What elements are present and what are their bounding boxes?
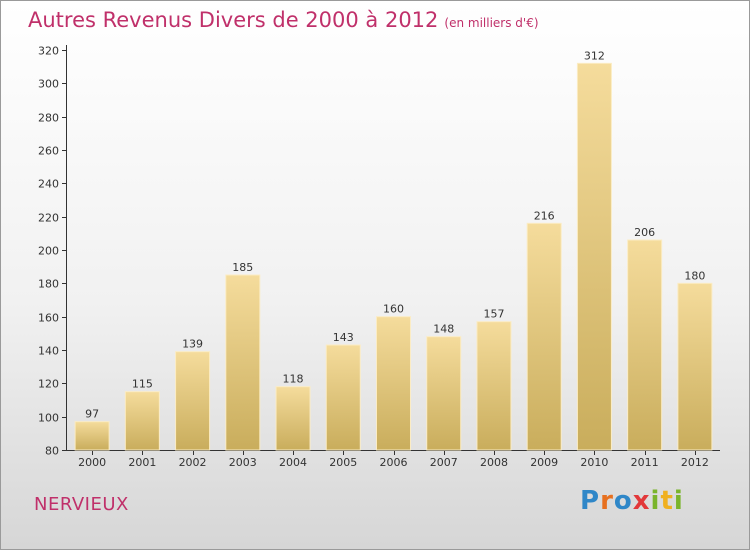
data-label-2001: 115 xyxy=(132,378,153,391)
data-label-2004: 118 xyxy=(283,373,304,386)
bar-2002 xyxy=(175,351,211,451)
bar-2004 xyxy=(275,386,311,451)
bar-2009 xyxy=(526,222,562,451)
y-tick-label: 260 xyxy=(38,145,59,158)
bar-2000 xyxy=(74,421,110,451)
bar-2011 xyxy=(627,239,663,451)
chart-title-text: Autres Revenus Divers de 2000 à 2012 xyxy=(28,8,439,32)
logo-letter: i xyxy=(673,486,684,516)
y-tick-label: 320 xyxy=(38,45,59,58)
bar-2001 xyxy=(124,391,160,451)
data-label-2008: 157 xyxy=(483,308,504,321)
data-label-2002: 139 xyxy=(182,338,203,351)
x-tick-label-2002: 2002 xyxy=(179,456,207,469)
bar-2007 xyxy=(426,336,462,451)
y-tick-label: 160 xyxy=(38,312,59,325)
y-tick-label: 240 xyxy=(38,178,59,191)
bar-2006 xyxy=(376,316,411,451)
bar-2012 xyxy=(677,282,713,451)
y-tick-label: 220 xyxy=(38,212,59,225)
logo-letter: P xyxy=(580,486,601,516)
data-label-2005: 143 xyxy=(333,331,354,344)
bar-2003 xyxy=(225,274,261,451)
y-tick-label: 140 xyxy=(38,345,59,358)
y-tick-label: 280 xyxy=(38,112,59,125)
bar-2005 xyxy=(325,344,361,451)
x-tick-label-2004: 2004 xyxy=(279,456,307,469)
data-label-2009: 216 xyxy=(534,209,555,222)
y-tick-label: 180 xyxy=(38,278,59,291)
logo-letter: i xyxy=(650,486,661,516)
bar-2010 xyxy=(576,62,612,451)
x-tick-label-2006: 2006 xyxy=(380,456,408,469)
x-tick-label-2008: 2008 xyxy=(480,456,508,469)
logo-letter: r xyxy=(600,486,614,516)
data-label-2011: 206 xyxy=(634,226,655,239)
y-tick-label: 100 xyxy=(38,412,59,425)
data-label-2012: 180 xyxy=(684,269,705,282)
x-tick-label-2000: 2000 xyxy=(78,456,106,469)
data-label-2000: 97 xyxy=(85,408,99,421)
data-label-2007: 148 xyxy=(433,323,454,336)
data-label-2006: 160 xyxy=(383,303,404,316)
chart-title: Autres Revenus Divers de 2000 à 2012 (en … xyxy=(28,8,539,32)
data-label-2003: 185 xyxy=(232,261,253,274)
y-tick-label: 200 xyxy=(38,245,59,258)
x-tick-label-2010: 2010 xyxy=(580,456,608,469)
proxiti-logo: Proxiti xyxy=(580,486,684,516)
y-tick-label: 300 xyxy=(38,78,59,91)
commune-name: NERVIEUX xyxy=(34,494,129,515)
logo-letter: x xyxy=(632,486,651,516)
logo-letter: o xyxy=(613,486,633,516)
data-label-2010: 312 xyxy=(584,49,605,62)
y-tick-label: 120 xyxy=(38,378,59,391)
x-tick-label-2011: 2011 xyxy=(631,456,659,469)
chart-subtitle: (en milliers d'€) xyxy=(444,16,539,30)
x-tick-label-2001: 2001 xyxy=(128,456,156,469)
x-tick-label-2012: 2012 xyxy=(681,456,709,469)
x-tick-label-2005: 2005 xyxy=(329,456,357,469)
logo-letter: t xyxy=(660,486,674,516)
x-tick-label-2003: 2003 xyxy=(229,456,257,469)
x-tick-label-2009: 2009 xyxy=(530,456,558,469)
y-tick-label: 80 xyxy=(45,445,59,458)
bar-2008 xyxy=(476,321,512,451)
x-tick-label-2007: 2007 xyxy=(430,456,458,469)
